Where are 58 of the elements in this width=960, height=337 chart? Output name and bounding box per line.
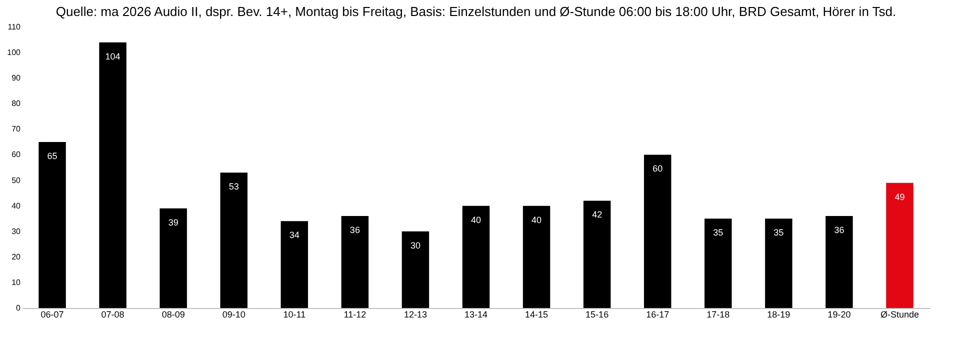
x-tick-label: 16-17 (646, 310, 670, 320)
x-tick-label: 11-12 (344, 310, 366, 320)
y-tick-label: 80 (12, 99, 22, 108)
data-label: 30 (410, 240, 420, 250)
x-tick-label: 13-14 (464, 310, 488, 320)
bar (583, 200, 611, 308)
bar (402, 231, 430, 308)
bar (38, 142, 66, 308)
bar (99, 42, 126, 308)
y-tick-label: 0 (16, 304, 22, 312)
y-tick-label: 30 (12, 226, 22, 236)
data-label: 53 (228, 182, 239, 192)
data-label: 49 (894, 192, 905, 202)
x-tick-label: Ø-Stunde (880, 310, 919, 320)
x-tick-label: 17-18 (706, 310, 730, 320)
y-tick-label: 90 (12, 74, 22, 83)
x-tick-label: 18-19 (767, 310, 790, 320)
data-label: 42 (592, 210, 602, 220)
data-label: 35 (774, 228, 784, 238)
data-label: 60 (652, 164, 663, 174)
y-tick-label: 60 (12, 150, 22, 160)
x-tick-label: 12-13 (404, 310, 427, 320)
bar (704, 218, 732, 308)
data-label: 36 (350, 225, 360, 236)
y-tick-label: 20 (12, 252, 22, 262)
bar (160, 208, 187, 308)
data-label: 36 (834, 225, 844, 236)
bar (886, 182, 914, 308)
bar (522, 206, 550, 308)
y-tick-label: 10 (12, 278, 22, 287)
bar (280, 221, 308, 308)
bar (341, 216, 369, 308)
y-tick-label: 100 (7, 48, 22, 58)
x-tick-label: 14-15 (525, 310, 548, 320)
x-tick-label: 09-10 (222, 310, 246, 320)
data-label: 65 (47, 150, 58, 161)
x-tick-label: 10-11 (283, 310, 306, 320)
x-tick-label: 15-16 (586, 310, 609, 320)
data-label: 34 (289, 230, 300, 240)
data-label: 104 (105, 51, 120, 62)
data-label: 39 (168, 217, 178, 228)
chart-title: Quelle: ma 2026 Audio II, dspr. Bev. 14+, Montag bis Freitag, Basis: Einzelstunden und Ø-Stunde 06:00 bis 18:00 Uhr, BRD Gesamt, Hörer in Tsd. (56, 4, 896, 19)
bar (765, 218, 792, 308)
x-tick-label: 19-20 (828, 310, 851, 320)
y-tick-label: 70 (12, 124, 22, 134)
data-label: 40 (532, 214, 542, 225)
y-tick-label: 50 (12, 176, 22, 185)
y-tick-label: 110 (8, 22, 22, 32)
x-tick-label: 07-08 (101, 310, 124, 320)
bar (220, 172, 248, 308)
x-tick-label: 08-09 (162, 310, 185, 320)
bar (462, 206, 490, 308)
bar (826, 216, 853, 308)
y-tick-label: 40 (12, 201, 22, 210)
data-label: 40 (470, 214, 482, 225)
x-tick-label: 06-07 (40, 310, 64, 320)
data-label: 35 (713, 228, 724, 238)
bar (644, 154, 672, 308)
